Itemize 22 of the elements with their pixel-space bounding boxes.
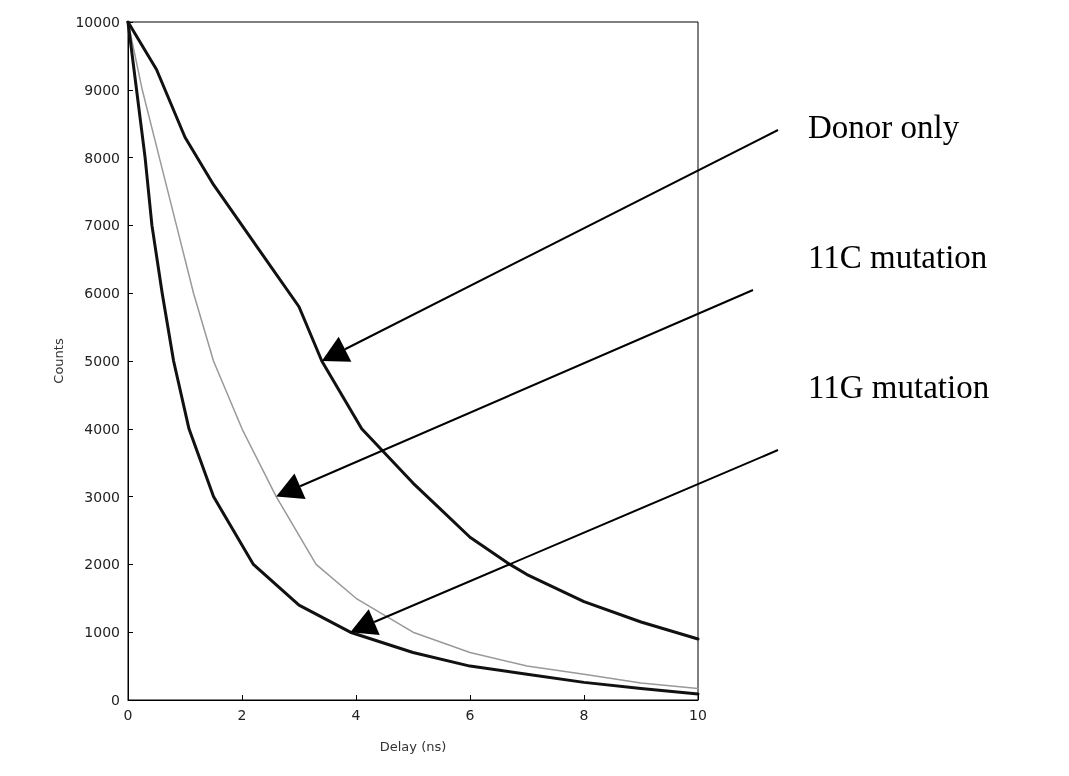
x-tick-label: 4 xyxy=(351,707,361,723)
text: 11C mutation xyxy=(808,239,988,275)
y-axis-title: Counts xyxy=(50,338,66,384)
y-tick-label: 9000 xyxy=(84,81,120,98)
text: Donor only xyxy=(808,109,960,145)
y-tick-label: 3000 xyxy=(84,488,120,505)
x-tick-label: 10 xyxy=(689,707,707,723)
x-tick-label: 8 xyxy=(579,707,589,723)
y-tick-label: 8000 xyxy=(84,149,120,166)
x-tick-label: 6 xyxy=(465,707,475,723)
y-tick-label: 10000 xyxy=(75,14,120,30)
x-axis-title: Delay (ns) xyxy=(379,739,447,754)
y-tick-label: 0 xyxy=(111,692,120,708)
x-tick-label: 2 xyxy=(237,707,247,723)
y-tick-label: 4000 xyxy=(84,420,120,437)
text: 11G mutation xyxy=(808,369,990,405)
y-tick-label: 2000 xyxy=(84,556,120,573)
y-tick-label: 1000 xyxy=(84,624,120,641)
y-tick-label: 5000 xyxy=(84,353,120,369)
y-tick-label: 6000 xyxy=(84,285,120,302)
x-tick-label: 0 xyxy=(123,707,133,723)
y-tick-label: 7000 xyxy=(84,217,120,234)
